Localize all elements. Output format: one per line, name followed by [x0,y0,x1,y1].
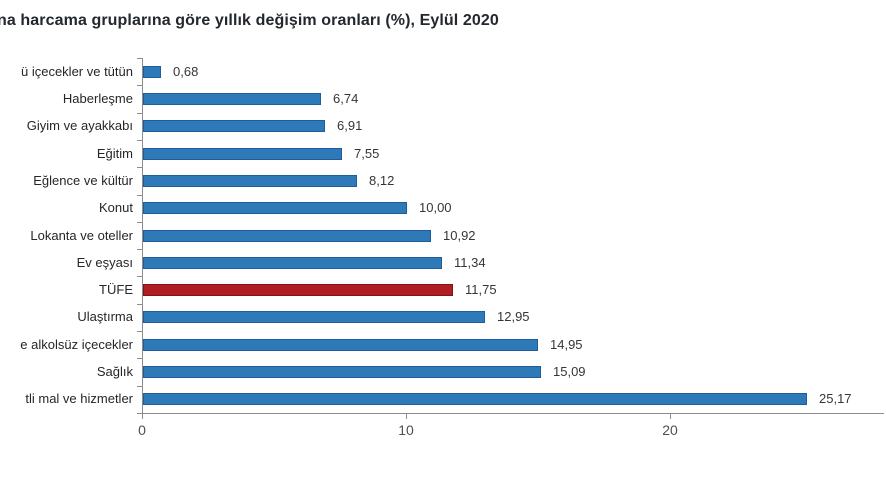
category-tick [137,221,142,223]
value-label: 25,17 [819,391,852,407]
bar [143,120,325,133]
bar [143,65,161,78]
category-tick [137,385,142,387]
bar [143,229,431,242]
category-tick [137,331,142,333]
value-label: 6,74 [333,90,359,106]
value-label: 10,00 [419,200,452,216]
value-label: 7,55 [354,145,380,161]
bar [143,366,541,379]
category-label: Giyim ve ayakkabı [26,118,133,134]
value-label: 11,75 [465,282,497,298]
category-label: e alkolsüz içecekler [20,336,133,352]
chart-title: na harcama gruplarına göre yıllık değişi… [0,12,499,29]
category-label: ü içecekler ve tütün [20,63,133,79]
bar-tufe-highlight [143,284,453,297]
category-tick [137,413,142,414]
category-label: Ulaştırma [77,309,133,325]
category-tick [137,249,142,251]
value-label: 10,92 [443,227,476,243]
category-tick [137,194,142,196]
category-label: tli mal ve hizmetler [25,391,133,407]
value-axis-tick [406,414,407,419]
category-label: Eğlence ve kültür [33,172,133,188]
value-label: 12,95 [497,309,530,325]
value-label: 14,95 [550,336,583,352]
category-tick [137,358,142,360]
category-label: Sağlık [96,364,133,380]
category-tick [137,303,142,305]
bar [143,338,538,351]
category-tick [137,112,142,114]
category-label: Eğitim [96,145,133,161]
category-label: TÜFE [99,282,133,298]
bar [143,147,342,160]
category-label: Lokanta ve oteller [30,227,133,243]
value-axis-tick [142,414,143,419]
value-label: 8,12 [369,172,395,188]
category-label: Ev eşyası [76,254,133,270]
bar [143,311,485,324]
category-label: Haberleşme [62,90,133,106]
value-axis-tick-label: 10 [398,422,414,438]
category-tick [137,58,142,59]
value-axis-tick-label: 0 [138,422,146,438]
category-axis-line [142,58,143,413]
bar [143,202,407,215]
bar [143,256,442,269]
category-tick [137,85,142,87]
category-tick [137,167,142,169]
value-axis-line [142,413,884,414]
value-axis-tick-label: 20 [662,422,678,438]
bar [143,174,357,187]
value-axis-tick [670,414,671,419]
bar [143,92,321,105]
category-tick [137,276,142,278]
category-label: Konut [99,200,133,216]
value-label: 6,91 [337,118,363,134]
category-tick [137,139,142,141]
value-label: 0,68 [173,63,199,79]
value-label: 11,34 [454,254,486,270]
bar [143,393,807,406]
value-label: 15,09 [553,364,586,380]
